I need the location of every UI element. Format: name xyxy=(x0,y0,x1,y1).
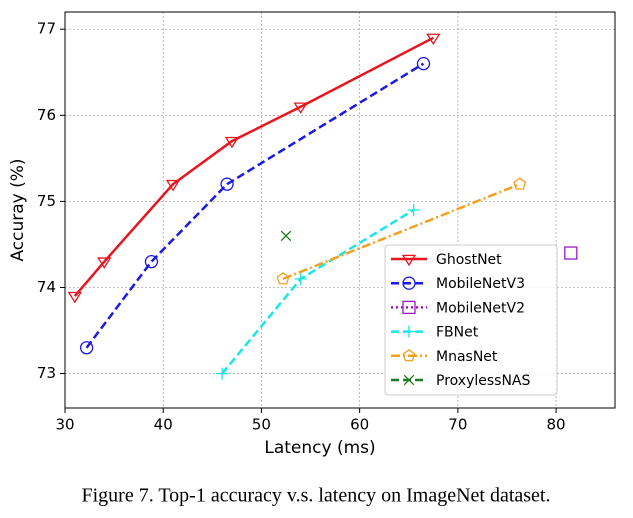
marker xyxy=(79,341,94,355)
marker xyxy=(224,136,240,149)
marker xyxy=(402,348,416,362)
legend-label: ProxylessNAS xyxy=(436,373,530,389)
marker xyxy=(67,291,82,304)
legend-label: MnasNet xyxy=(436,349,498,365)
marker xyxy=(216,367,229,380)
marker xyxy=(144,255,159,269)
y-tick-label: 77 xyxy=(37,20,56,38)
marker xyxy=(97,257,112,269)
marker xyxy=(402,300,416,315)
x-tick-label: 60 xyxy=(350,416,369,434)
series-line xyxy=(73,36,434,297)
marker xyxy=(276,272,290,285)
y-tick-label: 73 xyxy=(37,364,56,382)
x-tick-label: 80 xyxy=(547,416,566,434)
y-tick-label: 76 xyxy=(37,106,56,124)
legend-label: FBNet xyxy=(436,325,479,341)
x-tick-label: 70 xyxy=(448,416,467,434)
marker xyxy=(403,374,415,386)
x-axis-label: Latency (ms) xyxy=(264,438,375,458)
x-tick-label: 30 xyxy=(55,416,74,434)
legend-box xyxy=(384,244,558,396)
marker xyxy=(293,102,308,114)
marker xyxy=(165,179,181,192)
series-line xyxy=(282,183,521,281)
marker xyxy=(513,177,527,190)
marker xyxy=(294,272,307,285)
caption: Figure 7. Top-1 accuracy v.s. latency on… xyxy=(82,485,551,507)
x-tick-label: 40 xyxy=(154,416,173,434)
marker xyxy=(403,325,415,338)
plot-frame xyxy=(64,11,616,409)
marker xyxy=(407,204,420,216)
marker xyxy=(220,177,234,191)
x-tick-label: 50 xyxy=(252,416,271,434)
marker xyxy=(416,57,431,71)
series-line xyxy=(85,62,425,349)
marker xyxy=(401,254,417,267)
marker xyxy=(402,276,416,290)
marker xyxy=(564,246,578,260)
marker xyxy=(280,230,292,242)
legend-label: MobileNetV2 xyxy=(436,300,525,316)
legend-label: GhostNet xyxy=(436,252,502,268)
marker xyxy=(426,33,441,46)
y-tick-label: 74 xyxy=(37,278,56,296)
legend: GhostNet MobileNetV3 MobileNetV2 FBNet MnasN… xyxy=(384,244,558,396)
y-tick-label: 75 xyxy=(37,192,56,210)
legend-label: MobileNetV3 xyxy=(436,276,525,292)
y-axis-label: Accuray (%) xyxy=(8,158,28,261)
